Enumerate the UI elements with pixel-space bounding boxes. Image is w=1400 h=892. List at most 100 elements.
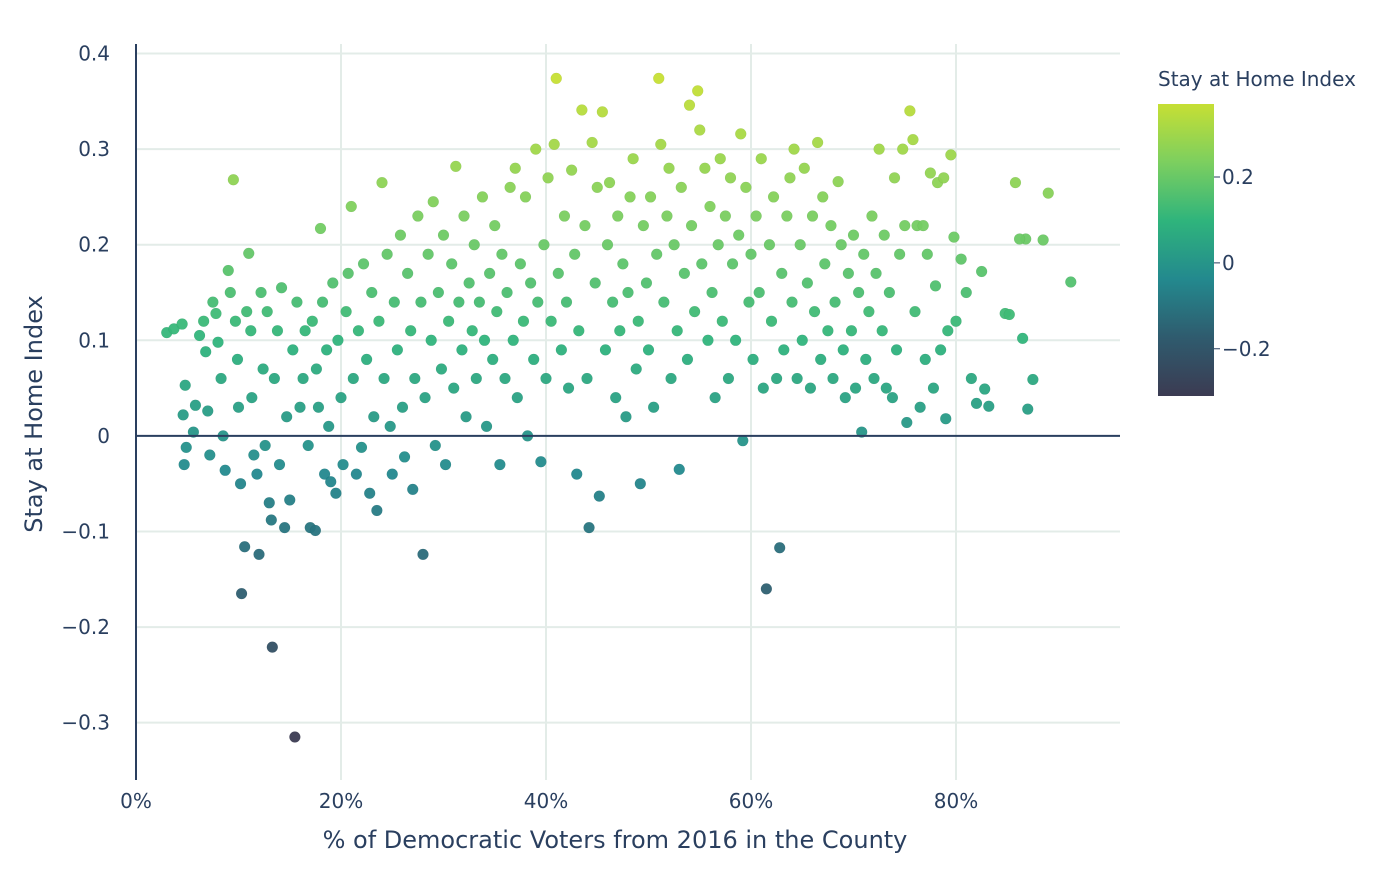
data-point <box>347 372 360 385</box>
data-point <box>763 238 776 251</box>
data-point <box>378 372 390 385</box>
data-point <box>432 286 445 299</box>
data-point <box>901 416 913 429</box>
data-point <box>767 191 780 203</box>
data-point <box>517 315 530 327</box>
data-point <box>671 325 683 337</box>
data-point <box>755 152 767 165</box>
data-point <box>448 382 460 394</box>
data-point <box>401 267 414 280</box>
data-point <box>735 128 747 140</box>
data-point <box>450 160 462 173</box>
data-point <box>456 344 468 356</box>
data-point <box>722 372 735 385</box>
data-point <box>243 247 255 260</box>
data-point <box>240 305 253 318</box>
data-point <box>538 238 550 251</box>
data-point <box>814 353 827 366</box>
data-point <box>696 258 708 270</box>
data-point <box>314 222 327 235</box>
data-point <box>463 277 475 289</box>
data-point <box>263 497 275 509</box>
data-point <box>439 458 452 471</box>
x-tick-label: 60% <box>729 789 773 813</box>
data-point <box>352 325 365 337</box>
data-point <box>1027 373 1039 386</box>
data-point <box>548 138 560 151</box>
data-point <box>644 191 657 203</box>
data-point <box>927 382 940 394</box>
data-point <box>422 248 434 261</box>
data-point <box>310 363 323 375</box>
data-point <box>234 477 247 490</box>
data-point <box>1009 176 1022 189</box>
data-point <box>388 296 401 308</box>
y-tick-label: 0.4 <box>78 42 110 66</box>
data-point <box>750 210 762 222</box>
data-point <box>396 401 409 413</box>
data-point <box>770 372 783 385</box>
data-point <box>215 372 227 385</box>
data-point <box>532 296 544 308</box>
data-point <box>860 353 872 366</box>
data-point <box>371 504 383 517</box>
data-point <box>890 344 903 356</box>
data-point <box>350 468 363 480</box>
data-point <box>470 372 483 385</box>
data-point <box>1042 187 1054 199</box>
data-point <box>617 258 629 270</box>
colorbar-tick-label: −0.2 <box>1222 337 1271 361</box>
data-point <box>870 267 882 280</box>
data-point <box>555 344 568 356</box>
data-point <box>929 280 942 292</box>
data-point <box>340 305 352 318</box>
data-point <box>568 248 581 261</box>
data-point <box>878 229 890 241</box>
data-point <box>204 449 216 461</box>
data-point <box>849 382 862 394</box>
data-point <box>177 409 189 421</box>
data-point <box>560 296 573 308</box>
data-point <box>238 541 251 553</box>
data-point <box>732 229 745 241</box>
data-point <box>545 315 557 327</box>
data-point <box>937 172 950 184</box>
data-point <box>675 181 688 194</box>
data-point <box>942 325 954 337</box>
data-point <box>542 172 554 184</box>
data-point <box>668 238 680 251</box>
data-point <box>360 353 373 366</box>
data-point <box>222 264 234 277</box>
data-point <box>573 325 585 337</box>
data-point <box>945 149 957 161</box>
data-point <box>888 172 901 184</box>
data-point <box>837 344 849 356</box>
data-point <box>552 267 565 280</box>
data-point <box>678 267 691 280</box>
data-point <box>294 401 306 413</box>
data-point <box>702 334 714 347</box>
data-point <box>808 305 821 318</box>
data-point <box>540 372 552 385</box>
data-point <box>199 346 212 358</box>
data-point <box>724 172 737 184</box>
data-point <box>176 318 188 330</box>
data-point <box>743 296 755 308</box>
data-point <box>504 181 516 194</box>
data-point <box>355 441 368 454</box>
data-point <box>376 176 388 189</box>
data-point <box>839 391 852 404</box>
data-point <box>302 439 314 452</box>
data-point <box>784 172 796 184</box>
data-point <box>847 229 860 241</box>
axes <box>135 44 1120 780</box>
data-point <box>248 449 260 461</box>
data-point <box>514 258 527 270</box>
data-point <box>978 383 991 395</box>
data-point <box>527 353 540 366</box>
data-point <box>189 399 202 412</box>
data-point <box>437 229 450 241</box>
data-point <box>398 451 411 463</box>
data-point <box>804 382 817 394</box>
data-point <box>415 296 427 308</box>
